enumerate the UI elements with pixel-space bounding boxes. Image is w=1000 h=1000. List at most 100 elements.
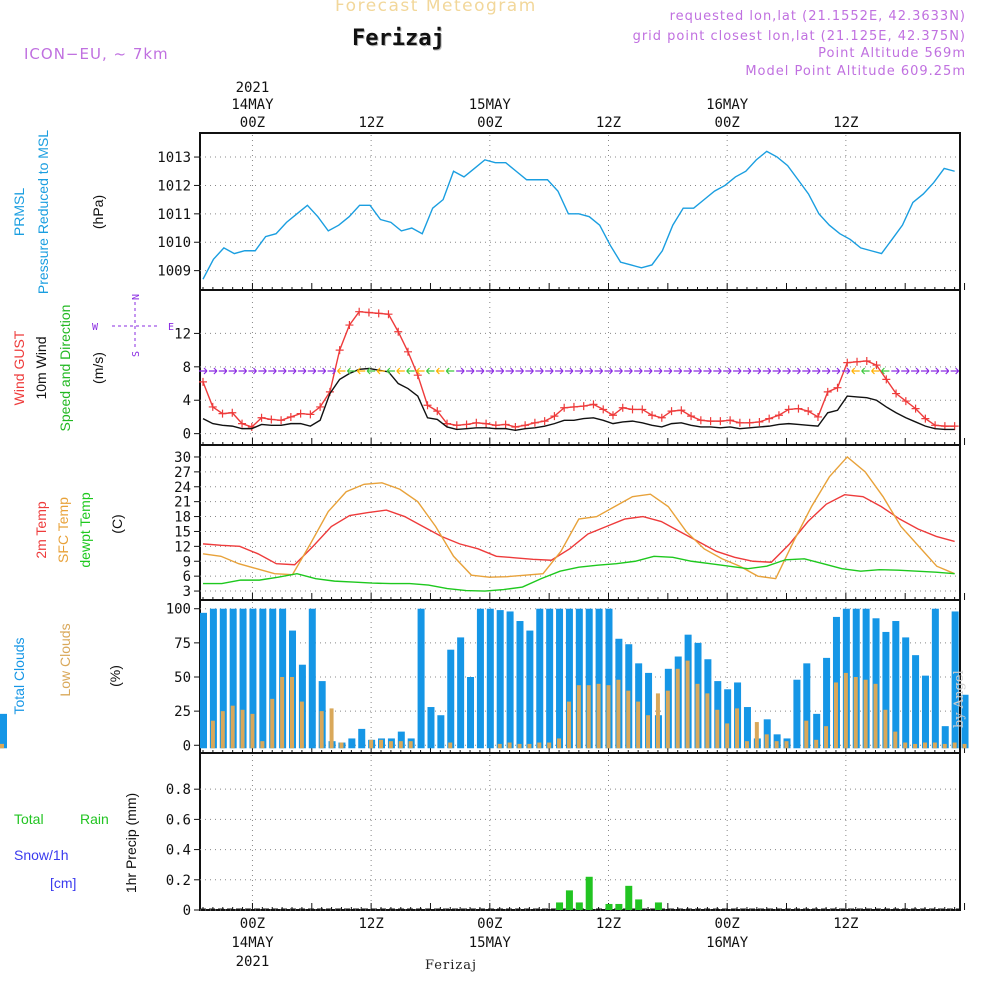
low-cloud-bar bbox=[824, 726, 829, 749]
wind-direction-arrow bbox=[693, 367, 702, 375]
wind-direction-arrow bbox=[525, 367, 534, 375]
wind-direction-arrow bbox=[812, 367, 821, 375]
total-cloud-bar bbox=[941, 726, 949, 749]
wind-direction-arrow bbox=[851, 367, 860, 375]
gust-marker bbox=[804, 407, 813, 416]
low-cloud-bar bbox=[735, 708, 740, 749]
rain-bar bbox=[625, 885, 633, 910]
total-cloud-bar bbox=[249, 608, 257, 749]
precip-total-label: Total bbox=[14, 811, 44, 827]
rain-bar bbox=[615, 903, 623, 910]
gust-marker bbox=[560, 403, 569, 412]
gust-marker bbox=[530, 418, 539, 427]
gust-marker bbox=[813, 412, 822, 421]
gust-marker bbox=[355, 307, 364, 316]
low-cloud-bar bbox=[952, 742, 957, 749]
point-altitude: Point Altitude 569m bbox=[818, 46, 966, 61]
total-cloud-bar bbox=[546, 608, 554, 749]
gust-marker bbox=[735, 418, 744, 427]
gust-marker bbox=[550, 412, 559, 421]
total-cloud-bar bbox=[229, 608, 237, 749]
temp-dewpt-label: dewpt Temp bbox=[77, 492, 93, 567]
gust-marker bbox=[277, 416, 286, 425]
total-cloud-bar bbox=[358, 728, 366, 749]
wind-direction-arrow bbox=[337, 367, 346, 375]
wind-direction-arrow bbox=[475, 367, 485, 375]
total-cloud-bar bbox=[417, 608, 425, 749]
total-cloud-bar bbox=[437, 715, 445, 749]
gust-marker bbox=[745, 418, 754, 427]
low-cloud-bar bbox=[596, 683, 601, 749]
wind-direction-arrow bbox=[228, 367, 238, 375]
wind-direction-arrow bbox=[218, 367, 228, 375]
wind-direction-label: Speed and Direction bbox=[57, 305, 73, 432]
total-cloud-bar bbox=[397, 731, 405, 749]
wind-direction-arrow bbox=[772, 367, 782, 375]
gust-marker bbox=[306, 410, 315, 419]
low-cloud-bar bbox=[290, 677, 295, 749]
compass-w: W bbox=[92, 322, 99, 333]
wind-direction-arrow bbox=[456, 367, 465, 375]
pressure-ytick-label: 1009 bbox=[157, 264, 191, 280]
low-cloud-bar bbox=[833, 682, 838, 749]
gust-marker bbox=[433, 407, 442, 416]
wind-gust-label: Wind GUST bbox=[11, 330, 27, 405]
compass-e: E bbox=[168, 322, 174, 333]
gust-marker bbox=[911, 404, 920, 413]
pressure-ytick-label: 1013 bbox=[157, 150, 191, 166]
wind-direction-arrow bbox=[653, 367, 663, 375]
low-cloud-bar bbox=[665, 690, 670, 749]
wind-direction-arrow bbox=[644, 367, 653, 375]
wind-direction-arrow bbox=[911, 367, 920, 375]
total-cloud-bar bbox=[912, 655, 920, 749]
low-cloud-bar bbox=[448, 742, 453, 749]
gust-marker bbox=[345, 321, 354, 330]
low-cloud-bar bbox=[220, 711, 225, 749]
top-time-label: 12Z bbox=[596, 115, 621, 131]
precip-snow-unit: [cm] bbox=[50, 875, 76, 891]
clouds-ytick-label: 100 bbox=[166, 602, 191, 618]
total-cloud-bar bbox=[486, 608, 494, 749]
wind-direction-arrow bbox=[564, 367, 574, 375]
low-cloud-bar bbox=[408, 741, 413, 749]
top-time-label: 00Z bbox=[715, 115, 740, 131]
wind-direction-arrow bbox=[762, 367, 772, 375]
gust-marker bbox=[228, 408, 237, 417]
low-cloud-bar bbox=[893, 731, 898, 749]
total-cloud-bar bbox=[931, 608, 939, 749]
chart-panels: 1009101010111012101304812369121518212427… bbox=[0, 80, 969, 970]
total-cloud-bar bbox=[961, 694, 969, 749]
gust-marker bbox=[774, 411, 783, 420]
wind-direction-arrow bbox=[624, 367, 633, 375]
wind-direction-arrow bbox=[535, 367, 544, 375]
gust-marker bbox=[501, 420, 510, 429]
total-cloud-bar bbox=[476, 608, 484, 749]
total-cloud-bar bbox=[862, 608, 870, 749]
total-cloud-bar bbox=[457, 637, 465, 749]
total-cloud-bar bbox=[902, 637, 910, 749]
wind-direction-arrow bbox=[307, 367, 317, 375]
low-cloud-bar bbox=[319, 711, 324, 749]
pressure-series-line bbox=[202, 150, 955, 280]
wind-direction-arrow bbox=[386, 367, 395, 375]
bottom-time-label: 12Z bbox=[596, 916, 621, 932]
wind-direction-arrow bbox=[861, 367, 870, 375]
low-cloud-bar bbox=[606, 685, 611, 749]
total-cloud-bar bbox=[259, 608, 267, 749]
low-cloud-bar bbox=[250, 713, 255, 749]
low-cloud-bar bbox=[537, 742, 542, 749]
low-cloud-bar bbox=[260, 741, 265, 749]
total-cloud-bar bbox=[892, 621, 900, 749]
total-cloud-bar bbox=[793, 679, 801, 749]
total-cloud-bar bbox=[200, 612, 207, 749]
total-cloud-bar bbox=[219, 608, 227, 749]
gust-marker bbox=[755, 417, 764, 426]
top-time-label: 00Z bbox=[240, 115, 265, 131]
low-cloud-bar bbox=[942, 743, 947, 749]
low-cloud-bar bbox=[388, 741, 393, 749]
wind-direction-arrow bbox=[366, 367, 376, 375]
gust-marker bbox=[208, 402, 217, 411]
total-cloud-bar bbox=[605, 608, 613, 749]
wind-direction-arrow bbox=[574, 367, 584, 375]
